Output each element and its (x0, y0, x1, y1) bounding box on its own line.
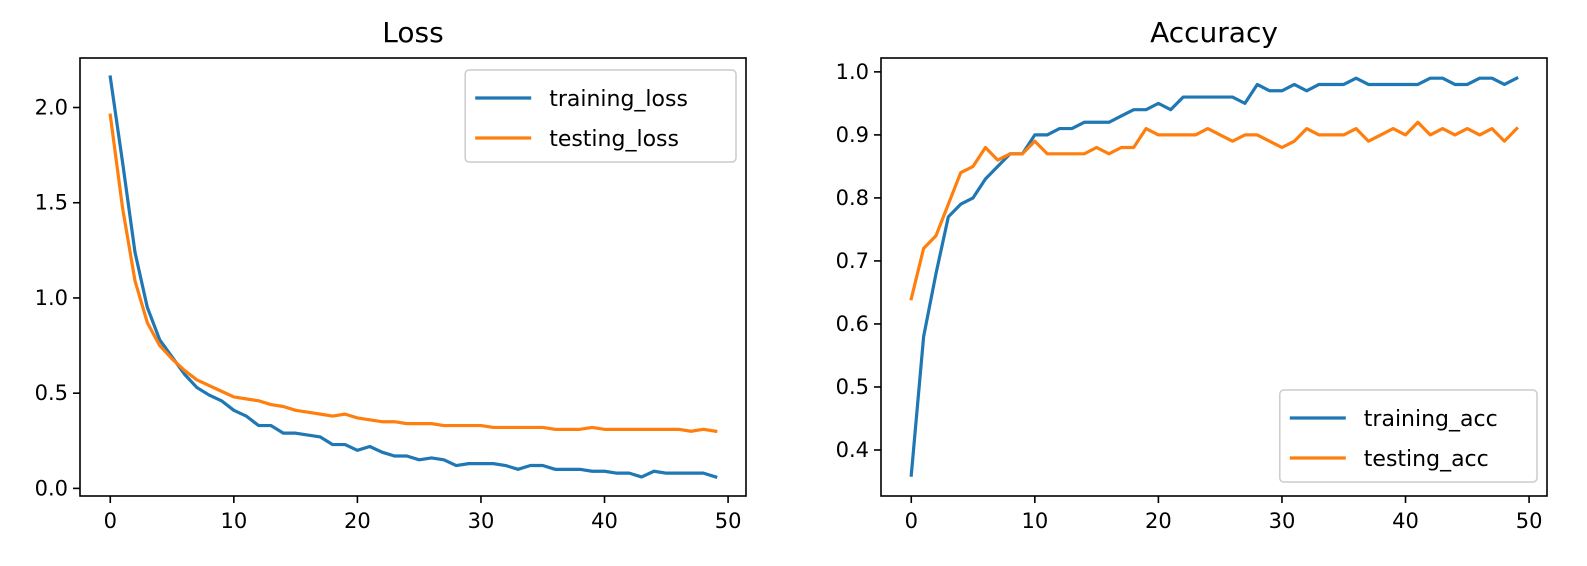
legend-label-testing-acc: testing_acc (1364, 447, 1489, 472)
legend-label-training-loss: training_loss (549, 87, 688, 112)
loss-ytick-label: 0.5 (35, 381, 68, 405)
legend-label-testing-loss: testing_loss (549, 127, 679, 152)
loss-xtick-label: 0 (104, 509, 117, 533)
loss-xtick-label: 20 (344, 509, 371, 533)
accuracy-ytick-label: 0.8 (836, 186, 869, 210)
loss-chart: Loss 0 10 20 30 40 50 0.0 0.5 1.0 1.5 2.0 trainin… (35, 16, 747, 533)
accuracy-xtick-label: 50 (1516, 509, 1543, 533)
accuracy-xtick-label: 0 (905, 509, 918, 533)
accuracy-ytick-label: 0.9 (836, 123, 869, 147)
accuracy-xtick-label: 10 (1021, 509, 1048, 533)
accuracy-xtick-label: 20 (1145, 509, 1172, 533)
loss-legend (464, 69, 737, 163)
accuracy-ytick-label: 0.7 (836, 249, 869, 273)
series-line-testing-loss (108, 113, 718, 434)
accuracy-chart: Accuracy 0 10 20 30 40 50 0.4 0.5 0.6 0.7 0.8 0.9 1… (836, 16, 1548, 533)
loss-xtick-label: 50 (715, 509, 742, 533)
loss-xtick-label: 30 (468, 509, 495, 533)
accuracy-ytick-label: 0.4 (836, 438, 869, 462)
accuracy-ytick-label: 0.5 (836, 375, 869, 399)
accuracy-xtick-label: 30 (1269, 509, 1296, 533)
series-line-training-loss (108, 75, 718, 479)
loss-xtick-label: 10 (220, 509, 247, 533)
loss-xtick-label: 40 (591, 509, 618, 533)
loss-plot-frame (79, 57, 747, 497)
loss-ytick-label: 0.0 (35, 476, 68, 500)
legend-label-training-acc: training_acc (1364, 407, 1498, 432)
loss-ytick-label: 1.5 (35, 191, 68, 215)
accuracy-plot-frame (880, 57, 1548, 497)
loss-ytick-label: 2.0 (35, 96, 68, 120)
series-line-testing-acc (909, 120, 1519, 301)
loss-ytick-label: 1.0 (35, 286, 68, 310)
accuracy-chart-title: Accuracy (1150, 16, 1278, 49)
accuracy-xtick-label: 40 (1392, 509, 1419, 533)
accuracy-ytick-label: 0.6 (836, 312, 869, 336)
loss-chart-title: Loss (382, 16, 443, 49)
accuracy-ytick-label: 1.0 (836, 60, 869, 84)
